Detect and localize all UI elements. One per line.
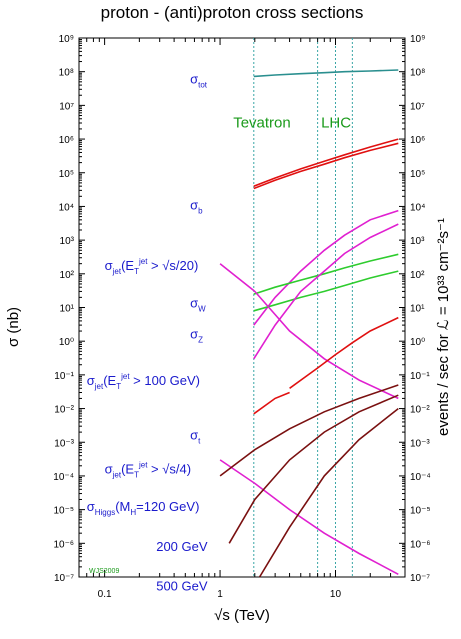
axis-ticks: 10⁻⁷ 10⁻⁷ 10⁻⁶ 10⁻⁶ 10⁻⁵ 10⁻⁵ 10⁻⁴ 10⁻⁴ 10⁻³ 10⁻³…: [53, 34, 430, 600]
annotation-label-lhc: LHC: [321, 115, 351, 132]
series-line-jet_s20: [253, 209, 399, 326]
y-tick-label: 10⁶: [59, 135, 74, 146]
y-tick-label-right: 10⁹: [410, 34, 425, 45]
y-tick-label: 10³: [60, 236, 75, 247]
annotations: σtot Tevatron LHC σb σjet(ETjet > √s/20) σW σZ…: [87, 71, 352, 593]
annotation-label-jet-s20: σjet(ETjet > √s/20): [105, 257, 199, 276]
series-line-higgs200: [228, 394, 399, 544]
y-tick-label-right: 10²: [410, 270, 425, 281]
annotation-label-jet-s4: σjet(ETjet > √s/4): [105, 460, 191, 479]
y-tick-label: 10¹: [60, 304, 75, 315]
series-line-tot: [253, 69, 399, 78]
y-tick-label: 10⁻³: [54, 438, 74, 449]
annotation-label-t: σt: [190, 428, 201, 446]
annotation-label-500: 500 GeV: [156, 578, 208, 593]
annotation-label-tevatron: Tevatron: [233, 115, 291, 132]
x-tick-label: 1: [217, 589, 223, 600]
series-line-b_lower: [253, 142, 399, 190]
chart-title: proton - (anti)proton cross sections: [101, 3, 364, 22]
y-tick-label-right: 10⁴: [410, 202, 425, 213]
y-tick-label: 10⁰: [59, 337, 74, 348]
y-tick-label-right: 10¹: [410, 304, 425, 315]
y-tick-label-right: 10⁻²: [410, 405, 430, 416]
y-tick-label: 10⁸: [59, 68, 74, 79]
series-line-higgs500: [258, 407, 399, 578]
annotation-label-higgs: σHiggs(MH=120 GeV): [87, 499, 200, 517]
y-tick-label: 10⁻⁴: [53, 472, 74, 483]
annotation-label-W: σW: [190, 296, 206, 314]
y-tick-label-right: 10⁻⁷: [410, 573, 430, 584]
y-tick-label-right: 10⁻³: [410, 438, 430, 449]
y-tick-label-right: 10⁻⁵: [410, 506, 431, 517]
y-tick-label: 10⁻¹: [54, 371, 74, 382]
y-tick-label-right: 10⁻⁶: [410, 539, 431, 550]
y-tick-label: 10⁹: [59, 34, 74, 45]
annotation-label-Z: σZ: [190, 327, 203, 345]
series-line-jet_100_falling: [219, 263, 399, 400]
y-tick-label: 10⁻²: [54, 405, 74, 416]
x-axis-title: √s (TeV): [214, 607, 270, 624]
y-axis-title: σ (nb): [5, 307, 22, 347]
series-line-jet_100: [253, 223, 399, 360]
annotation-label-jet-100: σjet(ETjet > 100 GeV): [87, 372, 200, 391]
y-tick-label: 10²: [60, 270, 75, 281]
y-tick-label-right: 10⁸: [410, 68, 425, 79]
y-tick-label-right: 10⁻¹: [410, 371, 430, 382]
credit-label: WJS2009: [89, 568, 119, 575]
y-tick-label: 10⁻⁵: [53, 506, 74, 517]
series-line-b: [253, 138, 399, 187]
annotation-label-200: 200 GeV: [156, 539, 208, 554]
y-tick-label-right: 10³: [410, 236, 425, 247]
series-line-W: [253, 253, 399, 295]
y-tick-label-right: 10⁷: [410, 101, 425, 112]
y-tick-label-right: 10⁶: [410, 135, 425, 146]
y-tick-label: 10⁷: [59, 101, 74, 112]
y-tick-label: 10⁵: [59, 169, 74, 180]
right-axis-title: events / sec for ℒ = 10³³ cm⁻²s⁻¹: [435, 218, 452, 436]
y-tick-label-right: 10⁻⁴: [410, 472, 431, 483]
series-line-higgs120: [219, 384, 399, 477]
annotation-label-b: σb: [190, 198, 203, 216]
series-line-jet_s4: [219, 459, 399, 576]
y-tick-label: 10⁻⁷: [54, 573, 74, 584]
y-tick-label-right: 10⁵: [410, 169, 425, 180]
series-lines: [219, 69, 399, 578]
y-tick-label-right: 10⁰: [410, 337, 425, 348]
annotation-label-tot: σtot: [190, 71, 208, 89]
series-line-t: [253, 391, 290, 415]
series-line-t_lhc: [289, 316, 399, 389]
x-tick-label: 0.1: [98, 589, 112, 600]
y-tick-label: 10⁻⁶: [53, 539, 74, 550]
y-tick-label: 10⁴: [59, 202, 74, 213]
series-line-Z: [253, 270, 399, 312]
x-tick-label: 10: [330, 589, 342, 600]
